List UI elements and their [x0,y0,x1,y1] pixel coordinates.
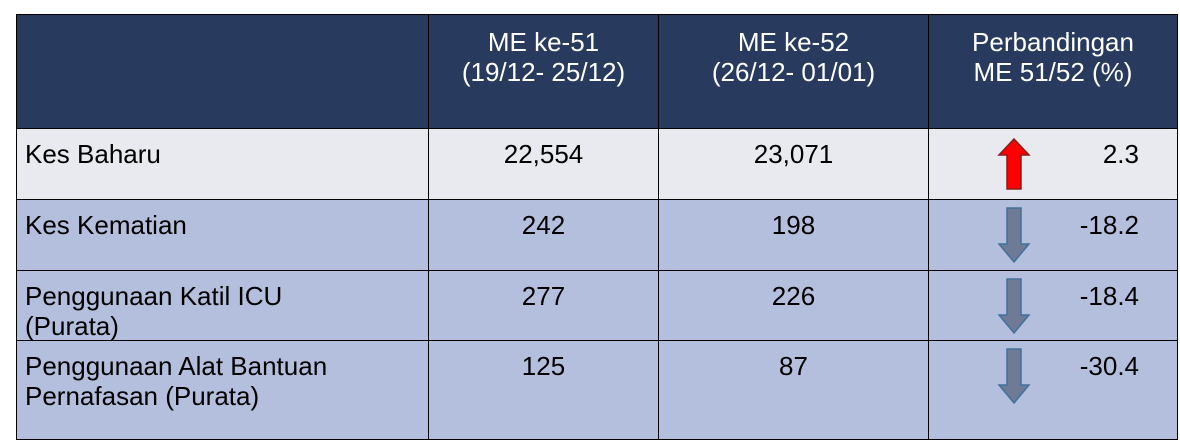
header-cell: Perbandingan ME 51/52 (%) [928,14,1178,129]
table-cell: 226 [658,270,929,341]
header-text: ME 51/52 (%) [973,57,1133,87]
cell-value: 277 [521,281,566,311]
table-cell: 242 [428,199,659,271]
row-label: Penggunaan Alat Bantuan [25,351,328,381]
down-arrow [997,348,1031,405]
cell-value: 23,071 [753,139,834,169]
change-value: -18.2 [1079,210,1139,240]
header-text: ME ke-52 [737,27,850,57]
row-label: Kes Kematian [25,210,187,240]
down-arrow [997,278,1031,335]
table-cell: 125 [428,340,659,440]
row-label: Penggunaan Katil ICU [25,281,283,311]
header-text: Perbandingan [972,27,1134,57]
header-text: (19/12- 25/12) [461,57,626,87]
table-cell: 23,071 [658,128,929,200]
header-cell [16,14,429,129]
up-arrow [997,137,1031,190]
table-cell: 22,554 [428,128,659,200]
table-cell: 87 [658,340,929,440]
cell-value: 226 [771,281,816,311]
header-text: ME ke-51 [487,27,600,57]
table-cell: Kes Kematian [16,199,429,271]
table-cell: -18.2 [928,199,1178,271]
table-cell: Kes Baharu [16,128,429,200]
cell-value: 22,554 [503,139,584,169]
row-label: (Purata) [25,311,119,341]
table-cell: Penggunaan Katil ICU (Purata) [16,270,429,341]
header-cell: ME ke-52 (26/12- 01/01) [658,14,929,129]
header-cell: ME ke-51 (19/12- 25/12) [428,14,659,129]
change-value: 2.3 [1102,139,1139,169]
header-text: (26/12- 01/01) [711,57,876,87]
cell-value: 198 [771,210,816,240]
table-cell: 277 [428,270,659,341]
down-arrow [997,207,1031,264]
table-cell: 198 [658,199,929,271]
cell-value: 87 [779,351,808,381]
change-value: -18.4 [1079,281,1139,311]
table-cell: Penggunaan Alat Bantuan Pernafasan (Purat… [16,340,429,440]
row-label: Kes Baharu [25,139,161,169]
table-cell: -18.4 [928,270,1178,341]
cell-value: 125 [521,351,566,381]
table-cell: 2.3 [928,128,1178,200]
table-cell: -30.4 [928,340,1178,440]
table: ME ke-51 (19/12- 25/12) ME ke-52 (26/12-… [16,14,1178,440]
change-value: -30.4 [1079,351,1139,381]
row-label: Pernafasan (Purata) [25,381,260,411]
cell-value: 242 [521,210,566,240]
